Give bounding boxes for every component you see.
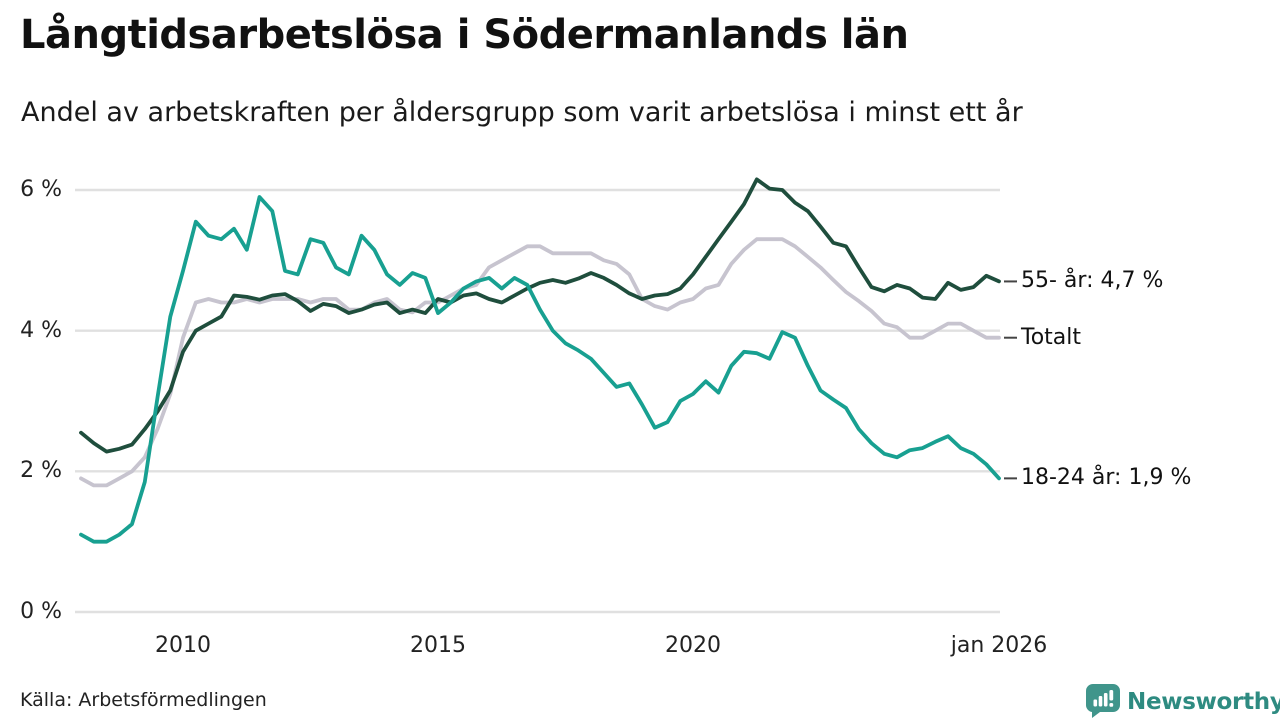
x-axis-tick-jan2026: jan 2026: [950, 633, 1048, 658]
page-title: Långtidsarbetslösa i Södermanlands län: [20, 12, 909, 58]
series-end-label-1: Totalt: [1021, 324, 1082, 350]
y-axis-tick-0: 0 %: [20, 599, 62, 624]
y-axis-tick-6: 6 %: [20, 177, 62, 202]
newsworthy-logo: Newsworthy: [1085, 684, 1280, 719]
source-note: Källa: Arbetsförmedlingen: [20, 689, 267, 711]
series-end-label-0: 55- år: 4,7 %: [1021, 268, 1164, 294]
newsworthy-bubble-chart-icon: [1085, 684, 1120, 719]
series-end-label-2: 18-24 år: 1,9 %: [1021, 465, 1192, 491]
newsworthy-wordmark: Newsworthy: [1127, 688, 1280, 715]
y-axis-tick-4: 4 %: [20, 317, 62, 343]
x-axis-tick-2015: 2015: [410, 633, 466, 658]
y-axis-tick-2: 2 %: [20, 458, 62, 484]
chart-subtitle: Andel av arbetskraften per åldersgrupp s…: [21, 97, 1023, 128]
x-axis-tick-2020: 2020: [665, 633, 721, 658]
x-axis-tick-2010: 2010: [155, 633, 211, 658]
